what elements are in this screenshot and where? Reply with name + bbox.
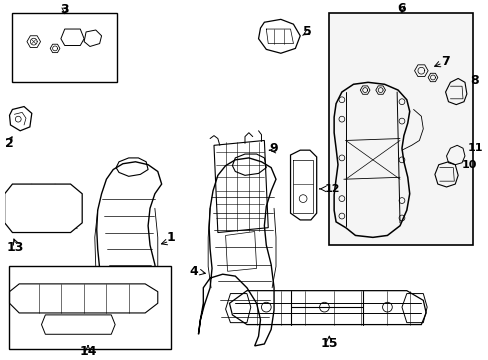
Bar [8, 266, 171, 349]
Text: 10: 10 [461, 160, 476, 170]
Text: 9: 9 [269, 142, 278, 155]
Text: 8: 8 [469, 74, 477, 87]
Text: 11: 11 [467, 143, 482, 153]
Text: 4: 4 [189, 265, 198, 278]
Text: 7: 7 [440, 54, 449, 68]
Text: 6: 6 [397, 2, 406, 15]
Text: 13: 13 [7, 240, 24, 253]
Polygon shape [5, 184, 82, 233]
Text: 2: 2 [5, 137, 14, 150]
Text: 15: 15 [320, 337, 337, 351]
Text: 3: 3 [61, 3, 69, 16]
Bar [328, 13, 472, 245]
Bar [12, 13, 117, 82]
Text: 5: 5 [302, 26, 311, 39]
Text: 1: 1 [166, 231, 175, 244]
Text: 12: 12 [324, 184, 339, 194]
Text: 14: 14 [79, 345, 97, 358]
